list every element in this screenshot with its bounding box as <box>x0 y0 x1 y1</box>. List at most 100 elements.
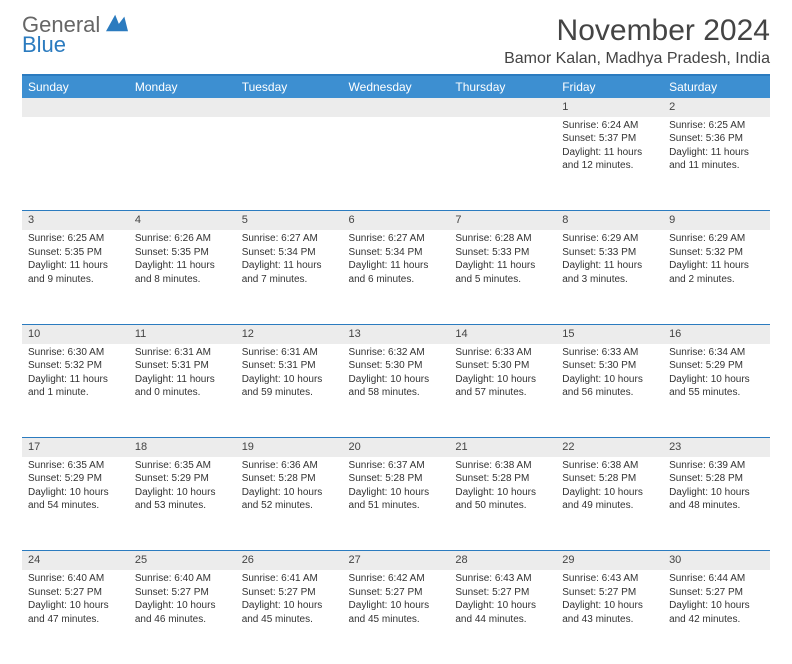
day-number: 25 <box>129 551 236 570</box>
sunrise-text: Sunrise: 6:44 AM <box>669 572 764 586</box>
daylight-text-1: Daylight: 10 hours <box>242 373 337 387</box>
day-number: 28 <box>449 551 556 570</box>
day-body: Sunrise: 6:29 AMSunset: 5:32 PMDaylight:… <box>663 230 770 290</box>
daynum-row: 3456789 <box>22 211 770 230</box>
day-body: Sunrise: 6:26 AMSunset: 5:35 PMDaylight:… <box>129 230 236 290</box>
sunset-text: Sunset: 5:30 PM <box>562 359 657 373</box>
daylight-text-1: Daylight: 11 hours <box>28 259 123 273</box>
day-cell: Sunrise: 6:43 AMSunset: 5:27 PMDaylight:… <box>449 570 556 664</box>
daylight-text-2: and 47 minutes. <box>28 613 123 627</box>
day-number-cell: 16 <box>663 325 770 344</box>
daylight-text-1: Daylight: 10 hours <box>349 486 444 500</box>
weekday-header: Wednesday <box>343 75 450 98</box>
daylight-text-2: and 1 minute. <box>28 386 123 400</box>
daylight-text-1: Daylight: 10 hours <box>28 599 123 613</box>
day-cell: Sunrise: 6:33 AMSunset: 5:30 PMDaylight:… <box>556 344 663 438</box>
weekday-header: Saturday <box>663 75 770 98</box>
day-cell: Sunrise: 6:28 AMSunset: 5:33 PMDaylight:… <box>449 230 556 324</box>
daylight-text-2: and 49 minutes. <box>562 499 657 513</box>
weekday-header: Monday <box>129 75 236 98</box>
day-number: 7 <box>449 211 556 230</box>
day-cell: Sunrise: 6:38 AMSunset: 5:28 PMDaylight:… <box>556 457 663 551</box>
sunset-text: Sunset: 5:27 PM <box>28 586 123 600</box>
sunset-text: Sunset: 5:35 PM <box>135 246 230 260</box>
day-number: 13 <box>343 325 450 344</box>
daylight-text-1: Daylight: 10 hours <box>242 599 337 613</box>
weekday-header: Tuesday <box>236 75 343 98</box>
daylight-text-2: and 59 minutes. <box>242 386 337 400</box>
day-number: 12 <box>236 325 343 344</box>
day-cell <box>343 117 450 211</box>
day-number: 23 <box>663 438 770 457</box>
sunset-text: Sunset: 5:34 PM <box>242 246 337 260</box>
day-cell: Sunrise: 6:29 AMSunset: 5:33 PMDaylight:… <box>556 230 663 324</box>
sunrise-text: Sunrise: 6:30 AM <box>28 346 123 360</box>
day-body: Sunrise: 6:32 AMSunset: 5:30 PMDaylight:… <box>343 344 450 404</box>
daylight-text-2: and 42 minutes. <box>669 613 764 627</box>
day-number <box>449 98 556 117</box>
day-cell: Sunrise: 6:41 AMSunset: 5:27 PMDaylight:… <box>236 570 343 664</box>
page-header: General Blue November 2024 Bamor Kalan, … <box>22 14 770 68</box>
day-cell: Sunrise: 6:34 AMSunset: 5:29 PMDaylight:… <box>663 344 770 438</box>
day-cell: Sunrise: 6:43 AMSunset: 5:27 PMDaylight:… <box>556 570 663 664</box>
day-number: 18 <box>129 438 236 457</box>
day-number: 2 <box>663 98 770 117</box>
sunset-text: Sunset: 5:30 PM <box>349 359 444 373</box>
daynum-row: 24252627282930 <box>22 551 770 570</box>
day-number <box>236 98 343 117</box>
daylight-text-2: and 53 minutes. <box>135 499 230 513</box>
daylight-text-1: Daylight: 10 hours <box>135 599 230 613</box>
day-number-cell <box>449 98 556 117</box>
day-number-cell: 25 <box>129 551 236 570</box>
daylight-text-1: Daylight: 11 hours <box>242 259 337 273</box>
day-number-cell <box>343 98 450 117</box>
daylight-text-2: and 58 minutes. <box>349 386 444 400</box>
day-number: 24 <box>22 551 129 570</box>
logo: General Blue <box>22 14 128 55</box>
sunset-text: Sunset: 5:28 PM <box>562 472 657 486</box>
day-cell: Sunrise: 6:30 AMSunset: 5:32 PMDaylight:… <box>22 344 129 438</box>
day-number-cell <box>129 98 236 117</box>
day-body: Sunrise: 6:31 AMSunset: 5:31 PMDaylight:… <box>236 344 343 404</box>
day-number <box>129 98 236 117</box>
sunset-text: Sunset: 5:33 PM <box>455 246 550 260</box>
day-cell: Sunrise: 6:24 AMSunset: 5:37 PMDaylight:… <box>556 117 663 211</box>
day-number: 1 <box>556 98 663 117</box>
day-number-cell: 23 <box>663 438 770 457</box>
sunset-text: Sunset: 5:28 PM <box>242 472 337 486</box>
sunset-text: Sunset: 5:27 PM <box>242 586 337 600</box>
day-number: 30 <box>663 551 770 570</box>
day-number: 8 <box>556 211 663 230</box>
day-number-cell: 11 <box>129 325 236 344</box>
sunset-text: Sunset: 5:28 PM <box>669 472 764 486</box>
day-number-cell: 18 <box>129 438 236 457</box>
day-number: 11 <box>129 325 236 344</box>
day-body: Sunrise: 6:41 AMSunset: 5:27 PMDaylight:… <box>236 570 343 630</box>
day-cell: Sunrise: 6:40 AMSunset: 5:27 PMDaylight:… <box>22 570 129 664</box>
sunrise-text: Sunrise: 6:36 AM <box>242 459 337 473</box>
sunrise-text: Sunrise: 6:26 AM <box>135 232 230 246</box>
day-number-cell: 17 <box>22 438 129 457</box>
day-number: 10 <box>22 325 129 344</box>
day-number: 5 <box>236 211 343 230</box>
day-body: Sunrise: 6:31 AMSunset: 5:31 PMDaylight:… <box>129 344 236 404</box>
sunrise-text: Sunrise: 6:41 AM <box>242 572 337 586</box>
sunset-text: Sunset: 5:27 PM <box>455 586 550 600</box>
day-number-cell: 5 <box>236 211 343 230</box>
sunrise-text: Sunrise: 6:27 AM <box>349 232 444 246</box>
day-number: 16 <box>663 325 770 344</box>
day-cell: Sunrise: 6:31 AMSunset: 5:31 PMDaylight:… <box>236 344 343 438</box>
sunset-text: Sunset: 5:36 PM <box>669 132 764 146</box>
daylight-text-1: Daylight: 10 hours <box>669 373 764 387</box>
title-block: November 2024 Bamor Kalan, Madhya Prades… <box>504 14 770 68</box>
sunrise-text: Sunrise: 6:40 AM <box>135 572 230 586</box>
sunset-text: Sunset: 5:27 PM <box>669 586 764 600</box>
day-cell: Sunrise: 6:37 AMSunset: 5:28 PMDaylight:… <box>343 457 450 551</box>
daylight-text-2: and 2 minutes. <box>669 273 764 287</box>
daylight-text-1: Daylight: 10 hours <box>28 486 123 500</box>
day-number-cell: 30 <box>663 551 770 570</box>
day-number: 26 <box>236 551 343 570</box>
sunset-text: Sunset: 5:32 PM <box>28 359 123 373</box>
week-row: Sunrise: 6:24 AMSunset: 5:37 PMDaylight:… <box>22 117 770 211</box>
week-row: Sunrise: 6:40 AMSunset: 5:27 PMDaylight:… <box>22 570 770 664</box>
